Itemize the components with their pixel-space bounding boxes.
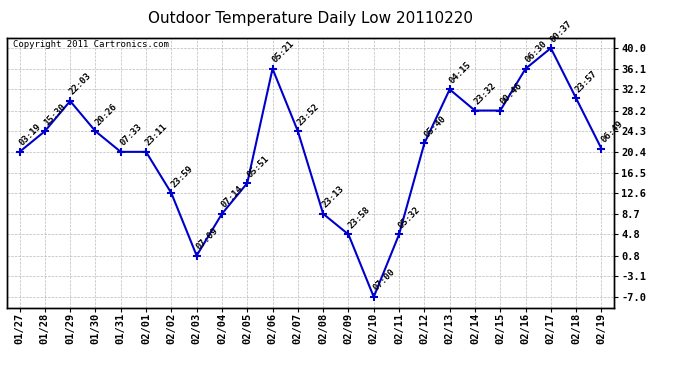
Text: 07:33: 07:33 (119, 122, 144, 148)
Text: 03:19: 03:19 (17, 122, 43, 148)
Text: 23:32: 23:32 (473, 81, 498, 106)
Text: 23:13: 23:13 (321, 184, 346, 210)
Text: 23:59: 23:59 (169, 164, 195, 189)
Text: 15:30: 15:30 (43, 102, 68, 127)
Text: 00:37: 00:37 (549, 18, 574, 44)
Text: 20:26: 20:26 (93, 102, 119, 127)
Text: 06:30: 06:30 (523, 39, 549, 64)
Text: 00:46: 00:46 (498, 81, 524, 106)
Text: 07:00: 07:00 (371, 267, 397, 293)
Text: 23:58: 23:58 (346, 205, 372, 230)
Text: 22:03: 22:03 (68, 72, 93, 97)
Text: 06:49: 06:49 (599, 119, 624, 144)
Text: 23:11: 23:11 (144, 122, 169, 148)
Text: Copyright 2011 Cartronics.com: Copyright 2011 Cartronics.com (13, 40, 169, 49)
Text: 23:52: 23:52 (295, 102, 321, 127)
Text: 05:32: 05:32 (397, 205, 422, 230)
Text: Outdoor Temperature Daily Low 20110220: Outdoor Temperature Daily Low 20110220 (148, 11, 473, 26)
Text: 23:57: 23:57 (574, 69, 600, 94)
Text: 04:15: 04:15 (447, 60, 473, 85)
Text: 05:21: 05:21 (270, 39, 296, 64)
Text: 05:40: 05:40 (422, 114, 448, 139)
Text: 07:09: 07:09 (195, 226, 220, 252)
Text: 07:14: 07:14 (219, 184, 245, 210)
Text: 05:51: 05:51 (245, 153, 270, 179)
